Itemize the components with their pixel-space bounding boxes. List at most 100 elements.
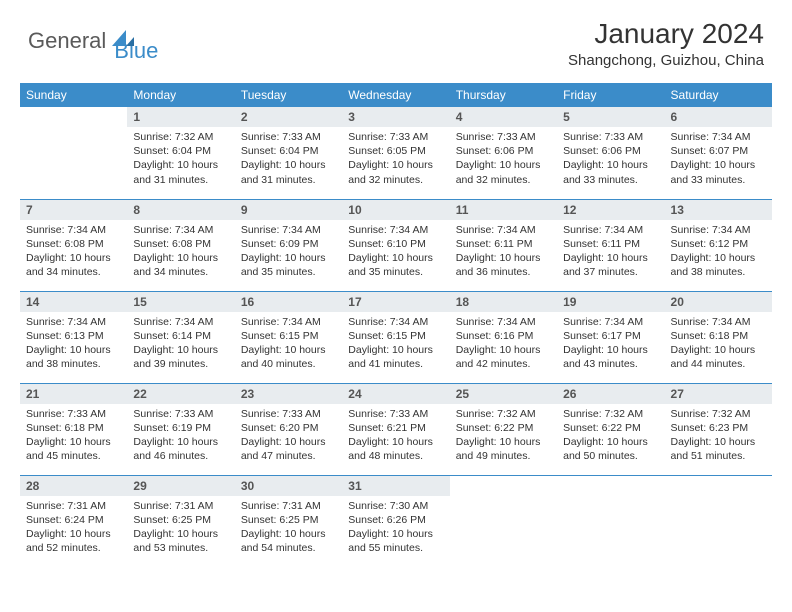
calendar-day-cell: 8Sunrise: 7:34 AMSunset: 6:08 PMDaylight… [127,199,234,291]
day-info: Sunrise: 7:34 AMSunset: 6:10 PMDaylight:… [342,220,449,284]
day-number: 26 [557,384,664,404]
header: General Blue January 2024 Shangchong, Gu… [0,0,792,77]
day-number: 27 [665,384,772,404]
day-info: Sunrise: 7:33 AMSunset: 6:05 PMDaylight:… [342,127,449,191]
day-number: 10 [342,200,449,220]
calendar-day-cell: 16Sunrise: 7:34 AMSunset: 6:15 PMDayligh… [235,291,342,383]
calendar-week-row: 14Sunrise: 7:34 AMSunset: 6:13 PMDayligh… [20,291,772,383]
calendar-day-cell: 23Sunrise: 7:33 AMSunset: 6:20 PMDayligh… [235,383,342,475]
calendar-day-cell: 5Sunrise: 7:33 AMSunset: 6:06 PMDaylight… [557,107,664,199]
day-number: 4 [450,107,557,127]
calendar-day-cell: 19Sunrise: 7:34 AMSunset: 6:17 PMDayligh… [557,291,664,383]
title-block: January 2024 Shangchong, Guizhou, China [568,18,764,69]
calendar-day-cell: 12Sunrise: 7:34 AMSunset: 6:11 PMDayligh… [557,199,664,291]
day-number: 7 [20,200,127,220]
day-info: Sunrise: 7:34 AMSunset: 6:17 PMDaylight:… [557,312,664,376]
day-number: 6 [665,107,772,127]
day-number: 23 [235,384,342,404]
calendar-day-cell: 2Sunrise: 7:33 AMSunset: 6:04 PMDaylight… [235,107,342,199]
calendar-day-cell: 13Sunrise: 7:34 AMSunset: 6:12 PMDayligh… [665,199,772,291]
calendar-day-cell: 10Sunrise: 7:34 AMSunset: 6:10 PMDayligh… [342,199,449,291]
calendar-day-cell: 3Sunrise: 7:33 AMSunset: 6:05 PMDaylight… [342,107,449,199]
day-number: 15 [127,292,234,312]
calendar-day-cell: .. [20,107,127,199]
weekday-header: Sunday [20,83,127,107]
day-info: Sunrise: 7:33 AMSunset: 6:06 PMDaylight:… [557,127,664,191]
calendar-day-cell: 26Sunrise: 7:32 AMSunset: 6:22 PMDayligh… [557,383,664,475]
day-number: 9 [235,200,342,220]
weekday-header: Friday [557,83,664,107]
calendar-week-row: ..1Sunrise: 7:32 AMSunset: 6:04 PMDaylig… [20,107,772,199]
calendar-day-cell: 24Sunrise: 7:33 AMSunset: 6:21 PMDayligh… [342,383,449,475]
day-number: 22 [127,384,234,404]
weekday-header: Thursday [450,83,557,107]
day-info: Sunrise: 7:34 AMSunset: 6:08 PMDaylight:… [20,220,127,284]
day-number: 5 [557,107,664,127]
logo: General Blue [28,18,158,64]
day-number: 16 [235,292,342,312]
day-info: Sunrise: 7:34 AMSunset: 6:08 PMDaylight:… [127,220,234,284]
calendar-week-row: 7Sunrise: 7:34 AMSunset: 6:08 PMDaylight… [20,199,772,291]
calendar-week-row: 21Sunrise: 7:33 AMSunset: 6:18 PMDayligh… [20,383,772,475]
day-info: Sunrise: 7:34 AMSunset: 6:15 PMDaylight:… [235,312,342,376]
day-info: Sunrise: 7:34 AMSunset: 6:11 PMDaylight:… [557,220,664,284]
calendar-day-cell: 30Sunrise: 7:31 AMSunset: 6:25 PMDayligh… [235,475,342,567]
day-number: 20 [665,292,772,312]
calendar-day-cell: 31Sunrise: 7:30 AMSunset: 6:26 PMDayligh… [342,475,449,567]
calendar-table: SundayMondayTuesdayWednesdayThursdayFrid… [20,83,772,567]
day-number: 29 [127,476,234,496]
calendar-day-cell: 4Sunrise: 7:33 AMSunset: 6:06 PMDaylight… [450,107,557,199]
day-number: 31 [342,476,449,496]
day-number: 2 [235,107,342,127]
day-info: Sunrise: 7:34 AMSunset: 6:14 PMDaylight:… [127,312,234,376]
day-info: Sunrise: 7:31 AMSunset: 6:24 PMDaylight:… [20,496,127,560]
day-info: Sunrise: 7:33 AMSunset: 6:19 PMDaylight:… [127,404,234,468]
day-info: Sunrise: 7:31 AMSunset: 6:25 PMDaylight:… [127,496,234,560]
day-number: 11 [450,200,557,220]
logo-triangle-icon [112,30,134,46]
day-number: 12 [557,200,664,220]
day-number: 13 [665,200,772,220]
location: Shangchong, Guizhou, China [568,52,764,69]
day-info: Sunrise: 7:30 AMSunset: 6:26 PMDaylight:… [342,496,449,560]
day-info: Sunrise: 7:34 AMSunset: 6:13 PMDaylight:… [20,312,127,376]
day-info: Sunrise: 7:32 AMSunset: 6:22 PMDaylight:… [450,404,557,468]
calendar-day-cell: 25Sunrise: 7:32 AMSunset: 6:22 PMDayligh… [450,383,557,475]
day-info: Sunrise: 7:31 AMSunset: 6:25 PMDaylight:… [235,496,342,560]
day-number: 24 [342,384,449,404]
weekday-header: Saturday [665,83,772,107]
day-number: 21 [20,384,127,404]
calendar-week-row: 28Sunrise: 7:31 AMSunset: 6:24 PMDayligh… [20,475,772,567]
day-info: Sunrise: 7:34 AMSunset: 6:09 PMDaylight:… [235,220,342,284]
day-info: Sunrise: 7:34 AMSunset: 6:15 PMDaylight:… [342,312,449,376]
calendar-day-cell: 11Sunrise: 7:34 AMSunset: 6:11 PMDayligh… [450,199,557,291]
day-info: Sunrise: 7:34 AMSunset: 6:16 PMDaylight:… [450,312,557,376]
day-number: 1 [127,107,234,127]
day-number: 8 [127,200,234,220]
calendar-body: ..1Sunrise: 7:32 AMSunset: 6:04 PMDaylig… [20,107,772,567]
calendar-day-cell: .. [557,475,664,567]
calendar-day-cell: 15Sunrise: 7:34 AMSunset: 6:14 PMDayligh… [127,291,234,383]
day-info: Sunrise: 7:32 AMSunset: 6:04 PMDaylight:… [127,127,234,191]
calendar-day-cell: 28Sunrise: 7:31 AMSunset: 6:24 PMDayligh… [20,475,127,567]
calendar-day-cell: .. [665,475,772,567]
day-number: 30 [235,476,342,496]
day-info: Sunrise: 7:33 AMSunset: 6:20 PMDaylight:… [235,404,342,468]
calendar-day-cell: 29Sunrise: 7:31 AMSunset: 6:25 PMDayligh… [127,475,234,567]
calendar-day-cell: 17Sunrise: 7:34 AMSunset: 6:15 PMDayligh… [342,291,449,383]
day-number: 18 [450,292,557,312]
day-info: Sunrise: 7:32 AMSunset: 6:23 PMDaylight:… [665,404,772,468]
day-info: Sunrise: 7:33 AMSunset: 6:21 PMDaylight:… [342,404,449,468]
day-number: 28 [20,476,127,496]
weekday-header: Wednesday [342,83,449,107]
day-info: Sunrise: 7:33 AMSunset: 6:06 PMDaylight:… [450,127,557,191]
month-title: January 2024 [568,18,764,50]
calendar-day-cell: 6Sunrise: 7:34 AMSunset: 6:07 PMDaylight… [665,107,772,199]
calendar-day-cell: 20Sunrise: 7:34 AMSunset: 6:18 PMDayligh… [665,291,772,383]
calendar-day-cell: .. [450,475,557,567]
weekday-header: Tuesday [235,83,342,107]
day-info: Sunrise: 7:34 AMSunset: 6:12 PMDaylight:… [665,220,772,284]
calendar-day-cell: 21Sunrise: 7:33 AMSunset: 6:18 PMDayligh… [20,383,127,475]
calendar-day-cell: 9Sunrise: 7:34 AMSunset: 6:09 PMDaylight… [235,199,342,291]
day-number: 3 [342,107,449,127]
